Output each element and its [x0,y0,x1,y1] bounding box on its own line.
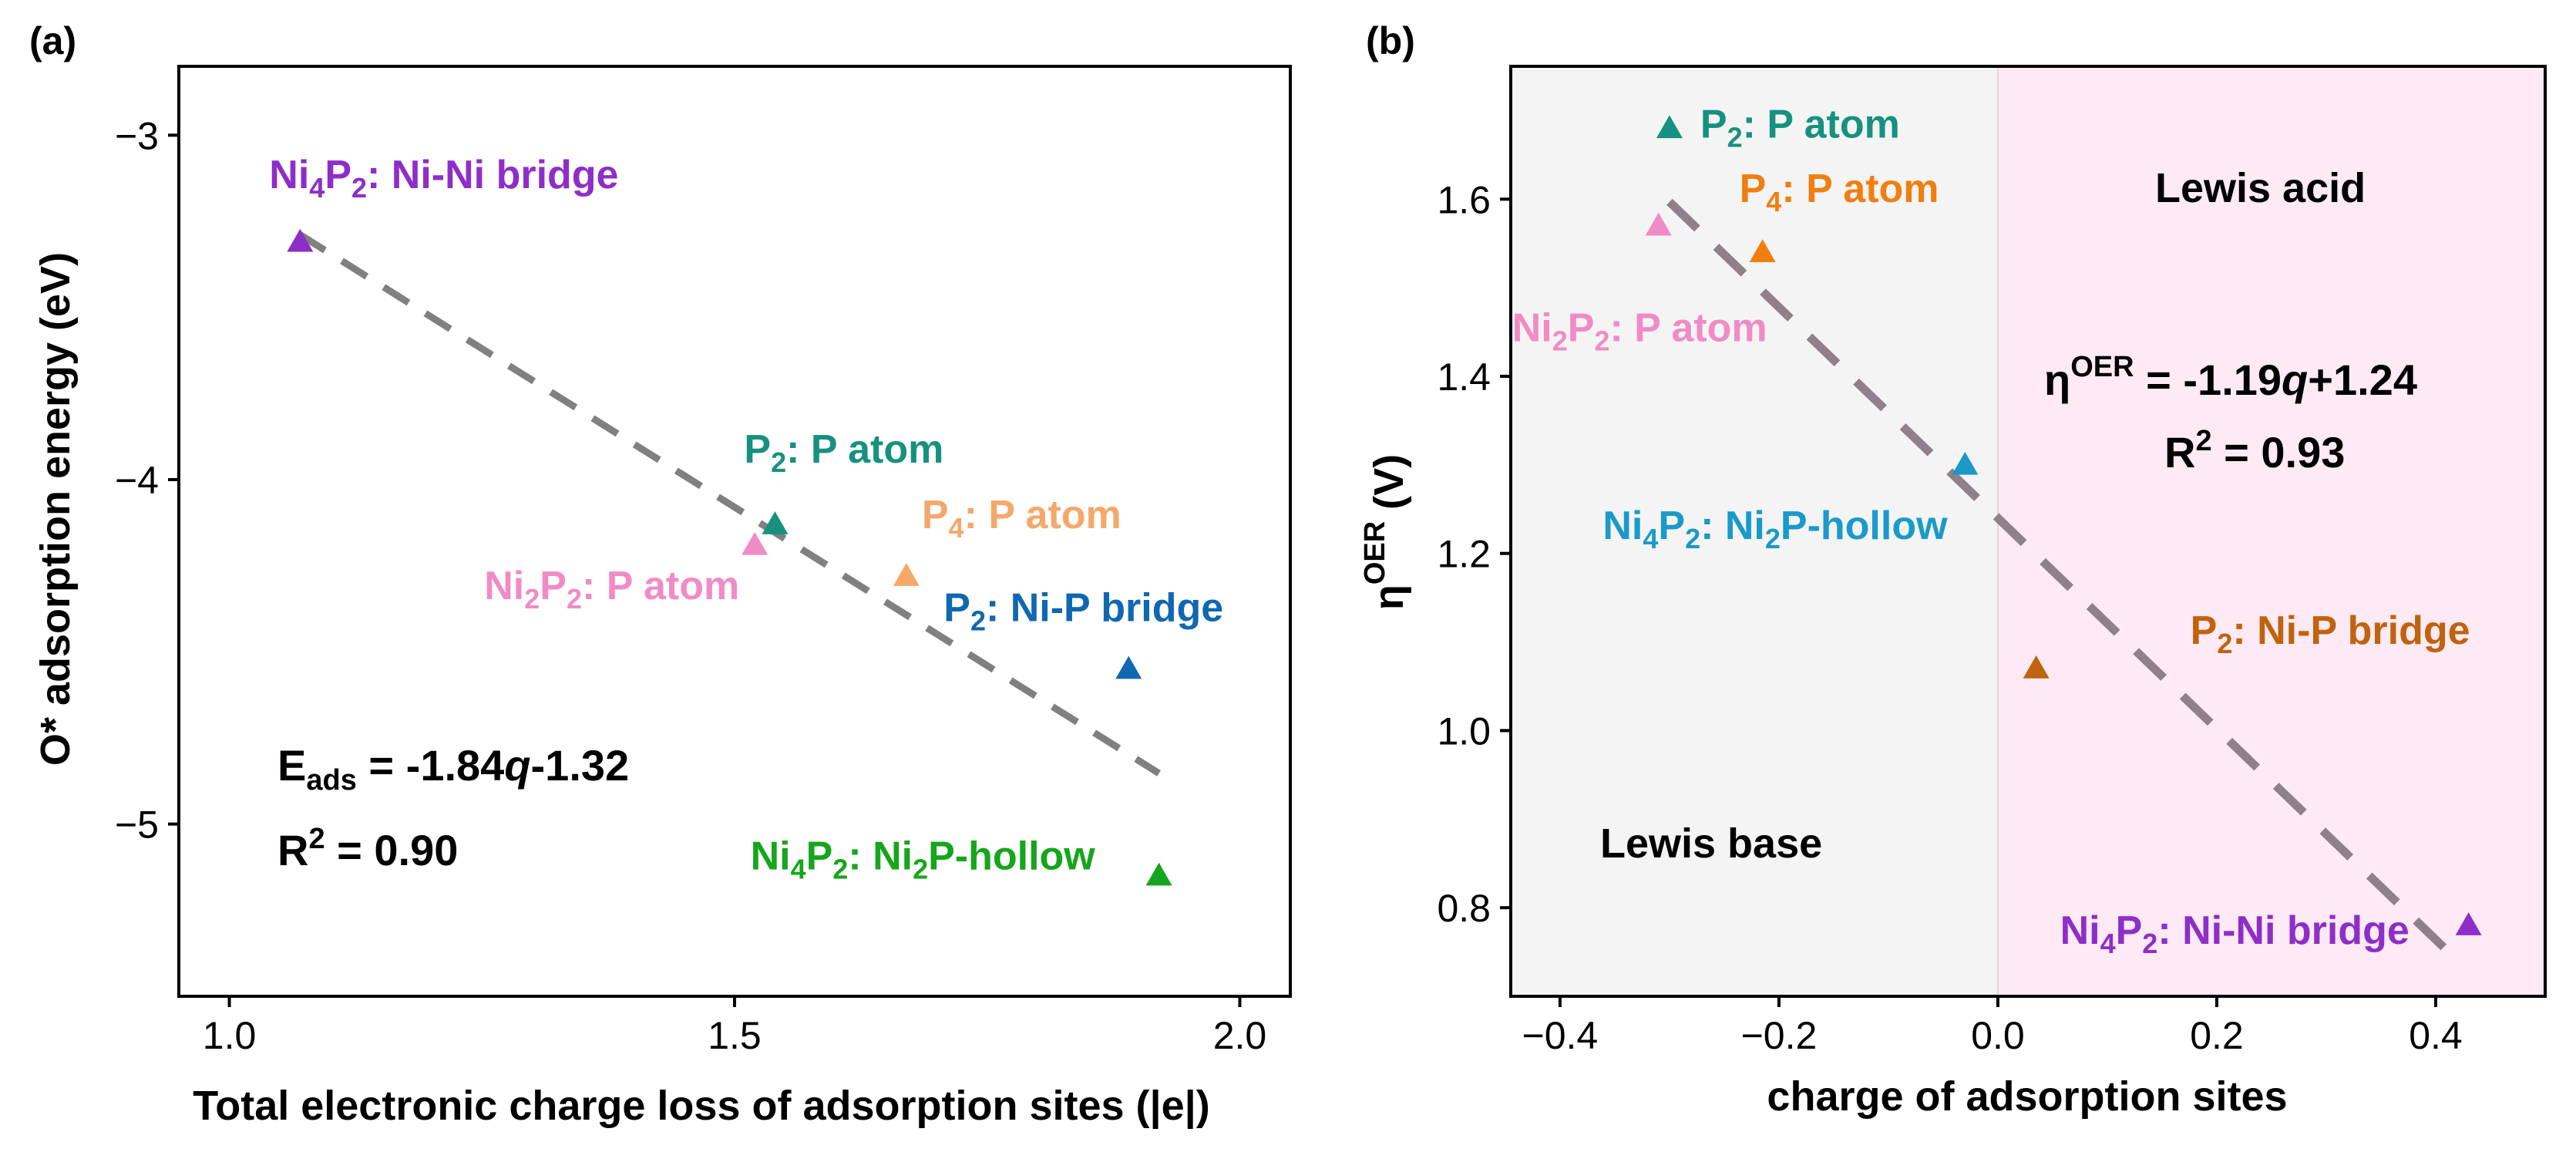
panel-b-label-ni4p2-ni-ni-bridge: Ni4P2: Ni-Ni bridge [2060,908,2410,959]
panel-b-x-tick-label: 0.0 [1971,1014,2025,1057]
panel-a-x-tick-label: 1.0 [203,1014,257,1057]
panel-a-points-layer [287,228,1172,886]
panel-b-point-p4-p-atom [1749,239,1776,262]
panel-a-x-tick-label: 2.0 [1213,1014,1267,1057]
panel-a-r-squared: R2 = 0.90 [277,823,458,874]
panel-b-label-p4-p-atom: P4: P atom [1740,167,1939,217]
panel-b-y-tick-label: 1.6 [1437,178,1491,221]
panel-b-point-ni2p2-p-atom [1645,212,1672,236]
panel-a-labels-layer: Ni4P2: Ni-Ni bridge P2: P atom Ni2P2: P at… [269,153,1223,885]
panel-b-x-axis-title: charge of adsorption sites [1767,1073,2287,1120]
panel-a-x-tick-label: 1.5 [708,1014,762,1057]
panel-b-point-ni4p2-ni-ni-bridge [2455,912,2482,935]
panel-a-y-tick-label: −5 [115,803,159,847]
panel-b-y-axis-title: ηOER (V) [1359,454,1412,610]
panel-a-label: (a) [29,19,76,62]
panel-b-x-tick-label: −0.4 [1522,1014,1599,1057]
panel-a-label-ni4p2-ni2p-hollow: Ni4P2: Ni2P-hollow [751,834,1096,885]
panel-a-y-tick-label: −3 [115,114,159,157]
panel-b-x-tick-label: 0.4 [2409,1014,2463,1057]
panel-b-y-ticks: 0.8 1.0 1.2 1.4 1.6 [1437,178,1511,930]
panel-a-point-ni2p2-p-atom [742,531,768,555]
panel-b: (b) Lewis base Lewis acid P2: P atom Ni2P… [1359,19,2547,1120]
panel-a-fit-layer [298,231,1161,777]
panel-b-regions [1511,66,2545,996]
panel-b-frame [1509,65,2547,998]
panel-a-fit-line [298,231,1161,777]
panel-a-label-p2-p-atom: P2: P atom [744,427,943,478]
panel-b-label-ni4p2-ni2p-hollow: Ni4P2: Ni2P-hollow [1602,504,1948,554]
panel-a-label-p2-ni-p-bridge: P2: Ni-P bridge [943,586,1223,637]
panel-a: (a) Ni4P2: Ni-Ni bridge P2: P atom Ni2P2: … [29,19,1292,1130]
panel-b-labels-layer: P2: P atom Ni2P2: P atom P4: P atom Ni4P2: … [1512,102,2470,959]
panel-a-label-ni2p2-p-atom: Ni2P2: P atom [484,564,739,615]
panel-b-x-tick-label: 0.2 [2190,1014,2244,1057]
panel-b-x-ticks: −0.4 −0.2 0.0 0.2 0.4 [1522,996,2463,1057]
lewis-acid-label: Lewis acid [2155,165,2366,211]
panel-b-label: (b) [1366,19,1415,62]
panel-a-point-p2-p-atom [762,511,789,534]
panel-b-point-ni4p2-ni2p-hollow [1952,451,1979,475]
panel-b-label-p2-p-atom: P2: P atom [1700,102,1900,153]
panel-a-x-axis-title: Total electronic charge loss of adsorpti… [193,1083,1210,1130]
panel-b-region-0 [1511,66,1998,996]
panel-a-equation: Eads = -1.84q-1.32 [277,741,629,797]
panel-b-equation: ηOER = -1.19q+1.24 [2044,351,2417,404]
panel-a-y-axis-title: O* adsorption energy (eV) [32,252,79,766]
panel-a-label-ni4p2-ni-ni-bridge: Ni4P2: Ni-Ni bridge [269,153,618,204]
lewis-base-label: Lewis base [1600,820,1822,867]
panel-b-y-tick-label: 0.8 [1437,887,1491,930]
panel-b-fit-line [1666,198,2450,954]
panel-a-label-p4-p-atom: P4: P atom [922,493,1122,544]
panel-a-x-ticks: 1.0 1.5 2.0 [203,996,1266,1057]
panel-a-point-ni4p2-ni2p-hollow [1145,862,1172,886]
panel-b-region-1 [1997,66,2545,996]
panel-b-points-layer [1645,115,2482,935]
panel-b-y-tick-label: 1.2 [1437,533,1491,576]
panel-b-y-tick-label: 1.4 [1437,355,1491,399]
panel-a-y-ticks: −3 −4 −5 [115,114,179,847]
panel-b-point-p2-p-atom [1656,115,1683,139]
panel-b-r-squared: R2 = 0.93 [2164,425,2345,477]
panel-b-label-p2-ni-p-bridge: P2: Ni-P bridge [2191,608,2470,659]
panel-b-x-tick-label: −0.2 [1741,1014,1818,1057]
panel-a-point-p2-ni-p-bridge [1115,655,1142,679]
panel-b-point-p2-ni-p-bridge [2023,655,2050,679]
panel-b-label-ni2p2-p-atom: Ni2P2: P atom [1512,306,1767,357]
panel-a-point-p4-p-atom [893,563,920,586]
panel-b-fit-layer [1666,198,2450,954]
panel-a-point-ni4p2-ni-ni-bridge [287,228,314,252]
panel-b-y-tick-label: 1.0 [1437,709,1491,753]
panel-a-y-tick-label: −4 [115,459,159,502]
